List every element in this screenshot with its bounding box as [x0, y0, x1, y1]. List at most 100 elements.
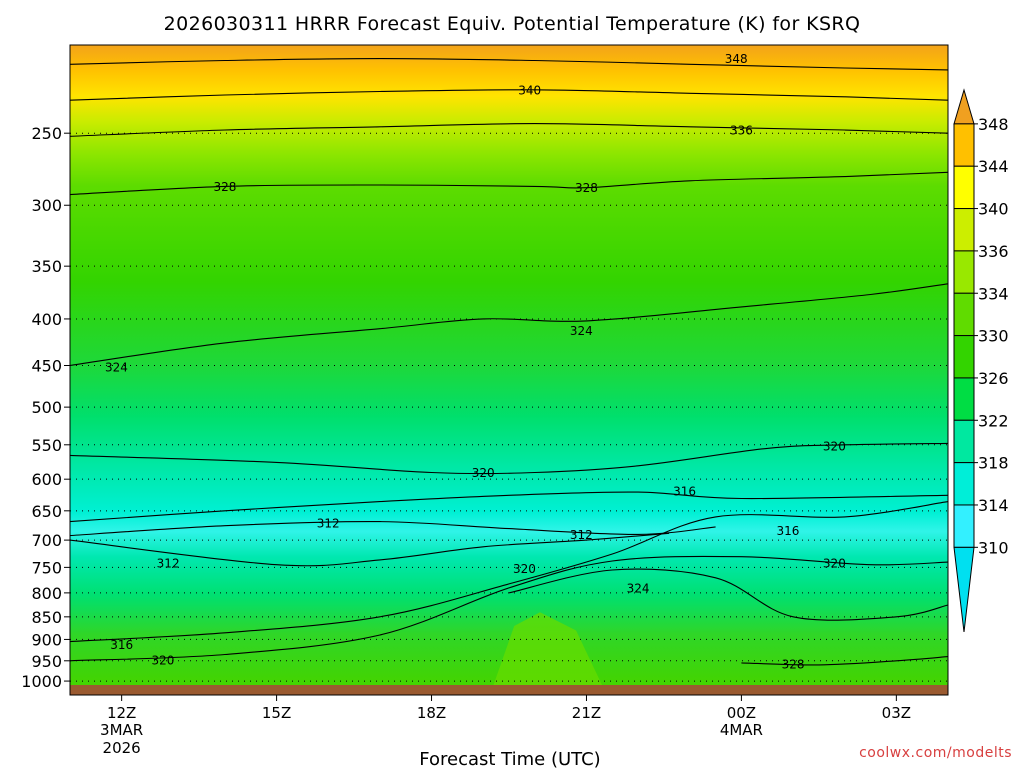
- contour-label-text: 328: [575, 181, 598, 195]
- y-tick-label: 400: [31, 310, 62, 329]
- contour-label-text: 320: [823, 557, 846, 571]
- contour-label-text: 328: [213, 180, 236, 194]
- contour-label-text: 320: [152, 653, 175, 667]
- colorbar-tick-label: 318: [978, 454, 1009, 473]
- contour-label-text: 312: [570, 528, 593, 542]
- x-tick-label: 00Z: [727, 704, 756, 722]
- contour-label-text: 324: [570, 324, 593, 338]
- contour-label-text: 336: [730, 124, 753, 138]
- colorbar-tick-label: 330: [978, 327, 1009, 346]
- contour-320: [69, 442, 949, 475]
- contour-340: [69, 89, 949, 101]
- plot-area: 348 340 336 328 328 324 324 320 320 320 320 320 316 3…: [69, 44, 949, 696]
- contour-label-text: 320: [823, 440, 846, 454]
- contour-label: 312: [317, 516, 340, 530]
- y-tick-label: 800: [31, 584, 62, 603]
- y-tick-label: 900: [31, 630, 62, 649]
- warm-region-overlay: [493, 612, 602, 685]
- contour-label: 324: [627, 581, 650, 595]
- contour-label: 316: [776, 524, 799, 538]
- contour-label: 312: [570, 528, 593, 542]
- contour-label: 348: [725, 52, 748, 66]
- contour-label: 328: [575, 181, 598, 195]
- colorbar-segment: [953, 123, 975, 167]
- x-axis-label: Forecast Time (UTC): [419, 749, 600, 768]
- colorbar-tick-label: 322: [978, 411, 1009, 430]
- contour-320: [69, 555, 949, 662]
- contour-label: 316: [110, 638, 133, 652]
- contour-312: [69, 532, 670, 567]
- ground-strip: [70, 685, 948, 695]
- contour-label: 324: [105, 361, 128, 375]
- y-axis-ticks: 250 300 350 400 450 500 550 600 650 700 750 800 850 9…: [21, 124, 70, 691]
- contour-label-text: 316: [776, 524, 799, 538]
- colorbar-segment: [953, 250, 975, 294]
- contour-312: [69, 520, 716, 537]
- contour-label: 320: [513, 562, 536, 576]
- x-tick-label: 15Z: [262, 704, 291, 722]
- y-tick-label: 650: [31, 502, 62, 521]
- y-tick-label: 500: [31, 398, 62, 417]
- y-tick-label: 1000: [21, 672, 62, 691]
- contour-label: 336: [730, 124, 753, 138]
- colorbar-tick-label: 336: [978, 242, 1009, 261]
- colorbar-segment: [953, 504, 975, 548]
- colorbar-tick-label: 314: [978, 496, 1009, 515]
- y-tick-label: 250: [31, 124, 62, 143]
- plot-frame: [69, 44, 949, 696]
- x-tick-label: 21Z: [572, 704, 601, 722]
- credit-text: coolwx.com/modelts: [859, 745, 1012, 761]
- contour-328: [741, 656, 949, 666]
- contour-328: [69, 171, 949, 196]
- contour-labels: 348 340 336 328 328 324 324 320 320 320 320 320 316 3…: [105, 52, 846, 672]
- contour-label-text: 316: [673, 484, 696, 498]
- y-tick-label: 750: [31, 558, 62, 577]
- contour-316: [69, 491, 949, 523]
- x-tick-label: 12Z: [107, 704, 136, 722]
- colorbar-segment: [953, 335, 975, 379]
- contour-label-text: 328: [782, 658, 805, 672]
- colorbar-tick-label: 310: [978, 538, 1009, 557]
- contour-label: 328: [213, 180, 236, 194]
- colorbar-segment: [953, 292, 975, 337]
- colorbar: 348 344 340 336 334 330 326 322 318 314 310: [953, 88, 1009, 633]
- colorbar-tick-label: 344: [978, 157, 1009, 176]
- y-tick-label: 700: [31, 531, 62, 550]
- contour-label-text: 312: [157, 557, 180, 571]
- y-tick-label: 550: [31, 436, 62, 455]
- contour-316: [69, 501, 949, 643]
- colorbar-segment: [953, 165, 975, 210]
- x-tick-label: 03Z: [882, 704, 911, 722]
- y-tick-label: 350: [31, 257, 62, 276]
- contour-label: 324: [570, 324, 593, 338]
- contour-324: [69, 283, 949, 367]
- contour-lines: [69, 58, 949, 666]
- contour-label-text: 316: [110, 638, 133, 652]
- contour-label: 340: [518, 83, 541, 97]
- colorbar-top-arrow: [953, 88, 975, 125]
- contour-label: 328: [782, 658, 805, 672]
- x-tick-sublabel: 2026: [103, 739, 141, 757]
- x-tick-label: 18Z: [417, 704, 446, 722]
- contour-label: 320: [152, 653, 175, 667]
- colorbar-segment: [953, 462, 975, 506]
- chart-title: 2026030311 HRRR Forecast Equiv. Potentia…: [164, 13, 861, 35]
- contour-label-text: 312: [317, 516, 340, 530]
- contour-label: 312: [157, 557, 180, 571]
- contour-label: 320: [823, 557, 846, 571]
- x-tick-sublabel: 3MAR: [100, 721, 143, 739]
- contour-label-text: 320: [472, 466, 495, 480]
- contour-label-text: 324: [105, 361, 128, 375]
- contour-324: [508, 568, 949, 621]
- contour-348: [69, 58, 949, 71]
- colorbar-tick-label: 340: [978, 200, 1009, 219]
- colorbar-tick-label: 334: [978, 284, 1009, 303]
- contour-label-text: 320: [513, 562, 536, 576]
- y-tick-label: 850: [31, 608, 62, 627]
- y-tick-label: 300: [31, 196, 62, 215]
- colorbar-tick-label: 348: [978, 115, 1009, 134]
- contour-label-text: 324: [627, 581, 650, 595]
- colorbar-segment: [953, 419, 975, 464]
